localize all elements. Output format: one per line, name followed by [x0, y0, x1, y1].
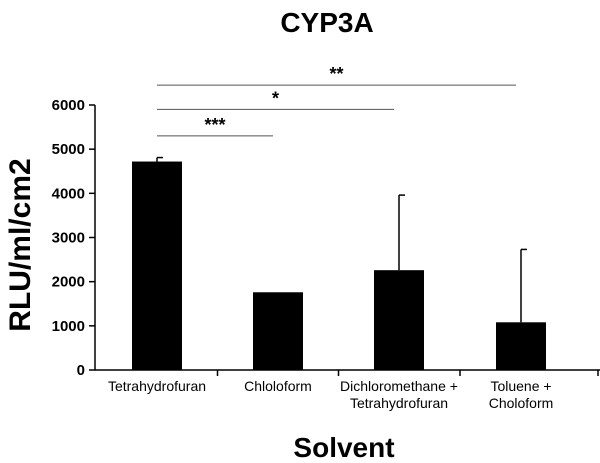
y-tick-label-5000: 5000 — [52, 141, 85, 158]
significance-label-1: * — [272, 88, 279, 108]
significance-label-0: *** — [204, 115, 225, 135]
bar-3 — [496, 322, 546, 370]
category-label-2-0: Dichloromethane + — [340, 378, 458, 394]
chart-title: CYP3A — [280, 7, 373, 38]
category-label-2-1: Tetrahydrofuran — [350, 395, 448, 411]
plot-area: 0 1000 2000 3000 4000 5000 6000 Tetrahydrofuran… — [52, 64, 600, 411]
y-axis-label: RLU/ml/cm2 — [4, 158, 37, 331]
bar-0 — [132, 161, 182, 370]
y-tick-label-4000: 4000 — [52, 185, 85, 202]
category-label-3-1: Choloform — [489, 395, 554, 411]
y-tick-label-3000: 3000 — [52, 230, 85, 247]
x-axis-label: Solvent — [293, 432, 394, 463]
y-tick-label-1000: 1000 — [52, 318, 85, 335]
y-tick-label-0: 0 — [77, 362, 85, 379]
category-label-3-0: Toluene + — [490, 378, 551, 394]
y-tick-label-6000: 6000 — [52, 97, 85, 114]
bar-2 — [374, 270, 424, 370]
bar-1 — [253, 292, 303, 370]
category-label-1-0: Chloloform — [244, 378, 312, 394]
y-tick-label-2000: 2000 — [52, 274, 85, 291]
category-label-0-0: Tetrahydrofuran — [108, 378, 206, 394]
significance-label-2: ** — [329, 64, 343, 84]
